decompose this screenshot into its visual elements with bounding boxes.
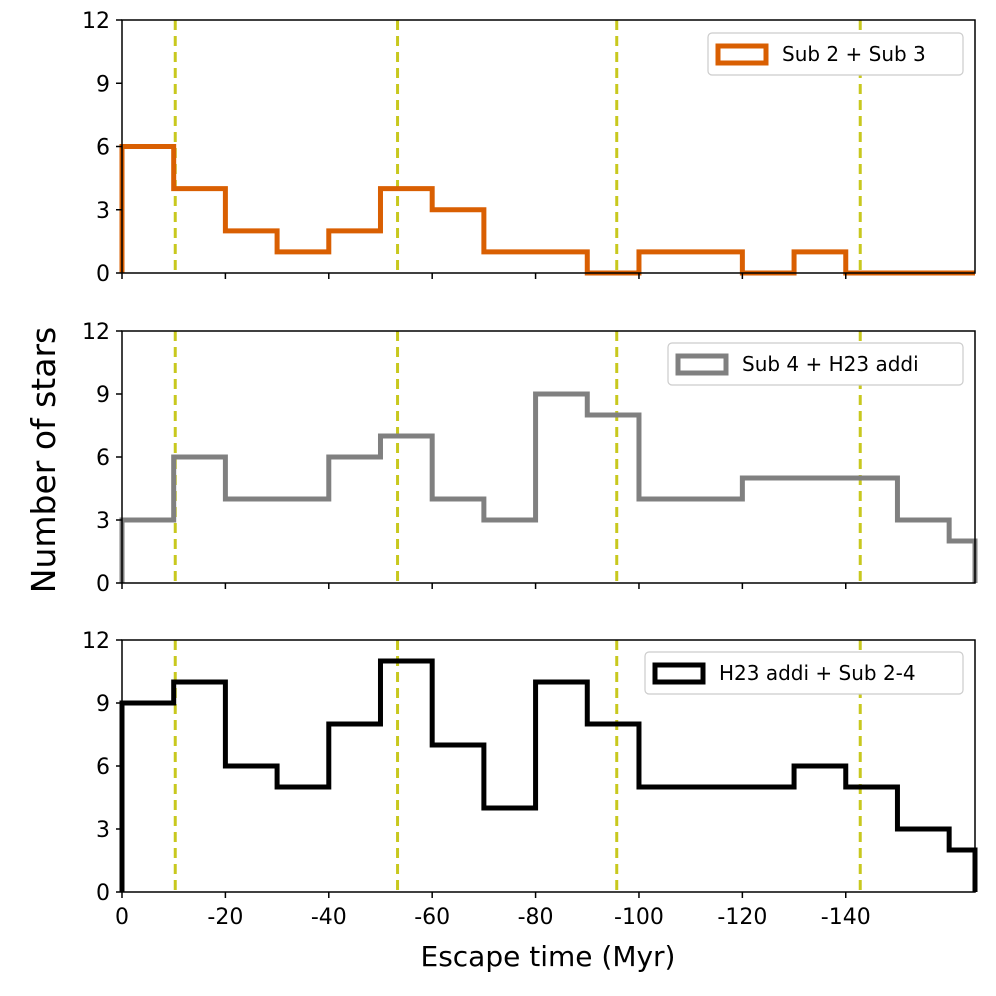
y-tick-label: 0	[96, 881, 110, 906]
legend: H23 addi + Sub 2-4	[644, 651, 964, 695]
x-tick-label: -60	[414, 905, 450, 930]
x-tick-label: -100	[614, 905, 664, 930]
histogram-series	[119, 658, 978, 892]
legend-frame	[644, 651, 964, 695]
y-tick-label: 3	[96, 818, 110, 843]
y-tick-label: 0	[96, 572, 110, 597]
x-tick-label: -120	[717, 905, 767, 930]
y-tick-label: 0	[96, 262, 110, 287]
y-tick-label: 6	[96, 755, 110, 780]
panel-2: 0 3 6 9 12 Sub 4 + H23 addi	[82, 320, 978, 597]
x-tick-label: -40	[311, 905, 347, 930]
y-tick-label: 6	[96, 446, 110, 471]
legend-label: Sub 4 + H23 addi	[742, 352, 919, 376]
histogram-series	[119, 144, 975, 276]
y-tick-label: 12	[82, 320, 110, 345]
legend-swatch	[652, 662, 706, 685]
legend-label: H23 addi + Sub 2-4	[719, 661, 916, 685]
panel-3: 0 3 6 9 12 0 -20 -40 -60 -80 -100 -120 -140 H23 addi …	[82, 629, 978, 930]
y-tick-label: 6	[96, 136, 110, 161]
x-tick-label: -20	[207, 905, 243, 930]
y-tick-label: 12	[82, 9, 110, 34]
legend-frame	[707, 32, 964, 76]
legend-frame	[667, 342, 964, 386]
legend-swatch	[715, 43, 769, 66]
legend-swatch	[675, 353, 729, 376]
legend: Sub 2 + Sub 3	[707, 32, 964, 76]
y-tick-label: 9	[96, 383, 110, 408]
x-tick-label: -140	[821, 905, 871, 930]
x-axis-title: Escape time (Myr)	[421, 940, 676, 973]
panel-1: 0 3 6 9 12 Sub 2 + Sub 3	[82, 9, 976, 287]
y-tick-label: 9	[96, 72, 110, 97]
x-tick-label: -80	[518, 905, 554, 930]
legend-label: Sub 2 + Sub 3	[782, 42, 926, 66]
legend: Sub 4 + H23 addi	[667, 342, 964, 386]
histogram-series	[119, 391, 978, 583]
y-axis-title: Number of stars	[24, 327, 63, 593]
y-tick-label: 3	[96, 509, 110, 534]
y-tick-label: 12	[82, 629, 110, 654]
y-tick-label: 9	[96, 692, 110, 717]
y-tick-label: 3	[96, 199, 110, 224]
x-tick-label: 0	[115, 905, 129, 930]
